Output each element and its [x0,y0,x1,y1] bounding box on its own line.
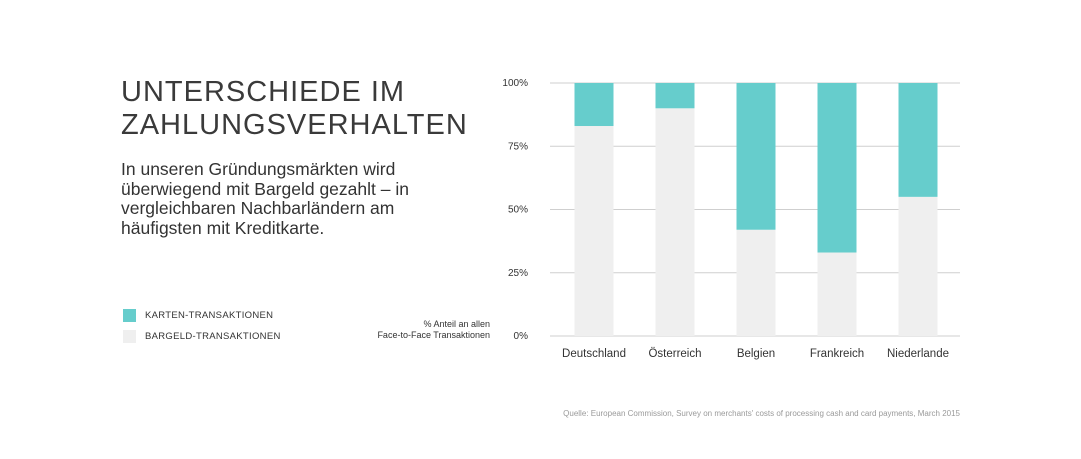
x-tick-label-2: Belgien [737,348,775,360]
x-tick-label-4: Niederlande [887,348,949,360]
x-tick-label-1: Österreich [648,348,701,360]
x-tick-label-3: Frankreich [810,348,864,360]
bar-cash-0 [574,126,614,336]
bar-cash-2 [736,229,776,336]
title-line-2: ZAHLUNGSVERHALTEN [121,109,468,141]
bar-cash-3 [817,252,857,336]
x-tick-label-0: Deutschland [562,348,626,360]
bar-card-1 [655,83,695,109]
legend-swatch-card [123,309,136,322]
legend: KARTEN-TRANSAKTIONEN BARGELD-TRANSAKTION… [123,305,281,347]
y-tick-label-1: 25% [508,268,528,279]
bar-card-3 [817,83,857,253]
y-tick-label-3: 75% [508,141,528,152]
bar-card-0 [574,83,614,127]
legend-item-card: KARTEN-TRANSAKTIONEN [123,305,281,326]
y-tick-label-2: 50% [508,205,528,216]
bar-cash-1 [655,108,695,336]
legend-item-cash: BARGELD-TRANSAKTIONEN [123,326,281,347]
unit-note-line-2: Face-to-Face Transaktionen [377,330,490,340]
bar-card-4 [898,83,938,197]
legend-label-cash: BARGELD-TRANSAKTIONEN [145,331,281,342]
bar-card-2 [736,83,776,230]
legend-label-card: KARTEN-TRANSAKTIONEN [145,310,274,321]
source-note: Quelle: European Commission, Survey on m… [563,409,960,418]
y-tick-label-4: 100% [502,78,528,89]
legend-swatch-cash [123,330,136,343]
y-tick-label-0: 0% [514,331,529,342]
stacked-bar-chart: 0% 25% 50% 75% 100% Deutschland Österreich Belg… [502,78,960,360]
chart-subtitle: In unseren Gründungsmärkten wird überwie… [121,159,409,238]
unit-note: % Anteil an allen Face-to-Face Transakti… [377,319,490,341]
unit-note-line-1: % Anteil an allen [423,319,490,329]
bar-cash-4 [898,196,938,336]
chart-title: UNTERSCHIEDE IM ZAHLUNGSVERHALTEN [121,76,491,142]
title-line-1: UNTERSCHIEDE IM [121,76,406,108]
